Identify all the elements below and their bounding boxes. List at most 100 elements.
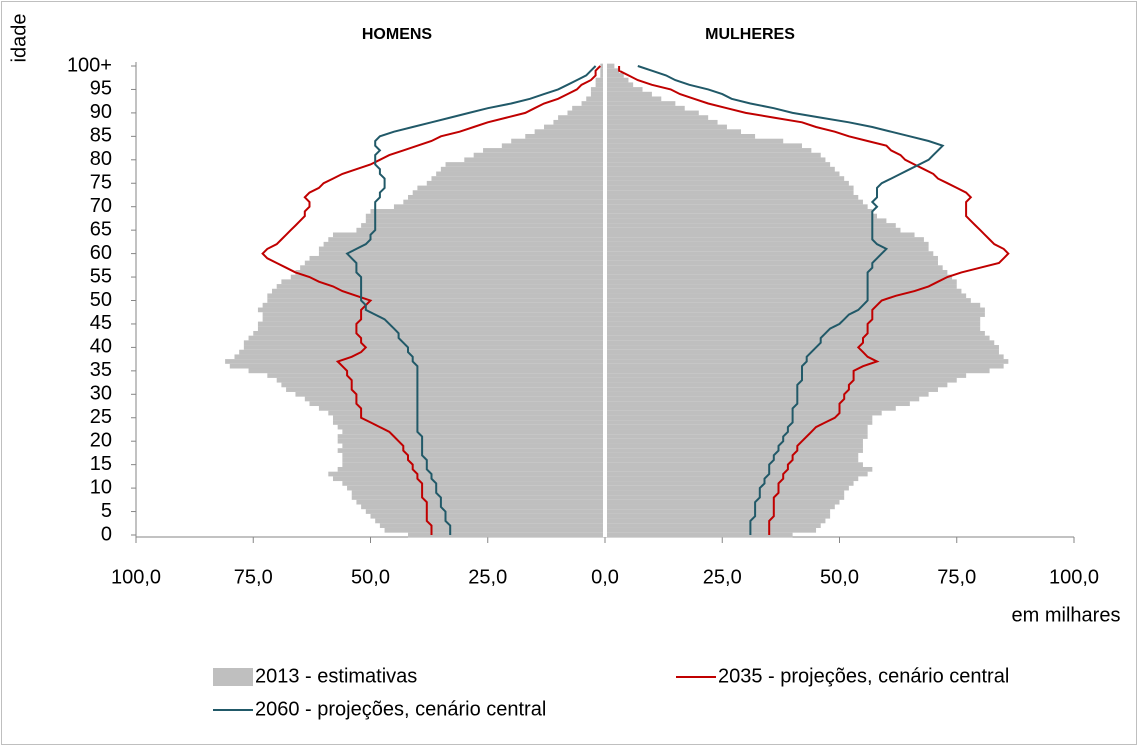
bar [605,293,967,299]
bar [276,377,605,383]
legend-label: 2060 - projeções, cenário central [255,698,546,720]
bar [332,415,605,421]
bar [605,410,882,416]
legend-label: 2013 - estimativas [255,665,417,687]
bar [605,124,727,130]
bar [501,143,605,149]
bar [605,307,985,313]
bar [605,73,624,78]
bar [605,227,901,233]
bar [605,452,859,458]
bar [318,251,605,256]
bar [318,406,605,411]
bar [605,532,793,538]
bar [605,105,685,111]
bar [342,457,605,463]
bar [605,523,821,528]
bar [605,462,863,467]
bar [605,119,718,125]
bar [605,199,863,205]
bar [605,429,868,435]
bar [257,307,605,313]
bar [544,124,605,130]
x-tick-label: 25,0 [468,566,507,588]
bar [605,518,826,524]
bar [281,279,605,285]
bar [337,448,605,453]
bar [605,396,920,402]
bar [225,359,606,364]
bar [605,251,934,256]
bar [605,274,953,280]
bar [605,223,896,228]
x-tick-label: 75,0 [937,566,976,588]
bar [300,265,605,271]
line [345,65,597,535]
bar [605,312,985,317]
bar [605,204,868,210]
bar [605,194,859,200]
bar [605,265,943,271]
bar [342,462,605,467]
bar [605,129,742,135]
bar [605,298,971,303]
bar [445,162,605,167]
bar [267,373,605,378]
bar [605,485,849,491]
bar [375,518,605,524]
bar [243,340,605,346]
bar [605,166,835,172]
bar [605,476,859,482]
bar [337,434,605,439]
bar [605,171,840,177]
bar [332,420,605,425]
bar [342,452,605,458]
bar [365,509,605,514]
x-tick-label: 0,0 [591,566,619,588]
bar [605,279,957,285]
bar [356,499,605,505]
bar [605,335,990,341]
bar [337,424,605,430]
bar [605,527,817,533]
bar [253,330,605,336]
y-tick-label: 65 [90,218,112,240]
bar [605,237,924,242]
bar [426,180,605,186]
bar [379,523,605,528]
bar [257,326,605,331]
bar [234,354,606,360]
bar [605,190,854,195]
bar [581,101,605,106]
bar [342,443,605,449]
bar [605,387,938,392]
bar [605,443,863,449]
x-tick-label: 100,0 [111,566,161,588]
bar [318,246,605,252]
bar [605,499,840,505]
bar [605,232,915,238]
y-tick-label: 50 [90,289,112,311]
bar [558,115,605,120]
legend-label: 2035 - projeções, cenário central [718,665,1009,687]
bar [605,368,990,374]
bar [309,255,605,261]
bar [473,152,605,158]
bar [605,63,615,69]
bar [239,349,605,355]
bar [342,429,605,435]
line [261,65,602,535]
bar [304,396,605,402]
bar [295,391,605,397]
bar [412,190,605,195]
y-tick-label: 90 [90,101,112,123]
y-tick-label: 35 [90,359,112,381]
bar [286,387,605,392]
bar [262,302,605,308]
bar [605,77,629,83]
bar [605,148,812,153]
bar [332,476,605,482]
bar [605,176,845,181]
bar [605,340,995,346]
